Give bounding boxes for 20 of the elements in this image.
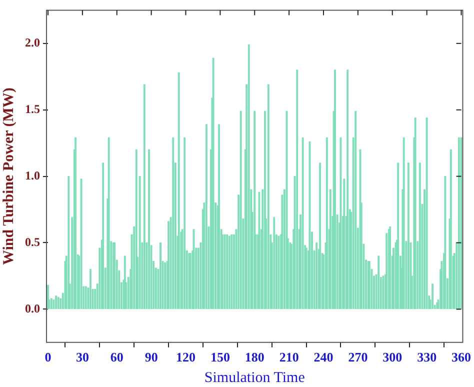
y-tick-label: 2.0 — [25, 36, 40, 50]
x-tick-label: 360 — [452, 350, 471, 365]
x-tick-label: 240 — [314, 350, 334, 365]
x-tick-label: 90 — [144, 350, 158, 365]
y-tick-label: 1.5 — [25, 102, 40, 116]
y-tick-label: 0.5 — [25, 234, 40, 249]
y-tick-label: 1.0 — [25, 168, 40, 182]
x-tick-label: 210 — [279, 350, 299, 365]
x-tick-label: 120 — [176, 350, 196, 365]
x-tick-label: 150 — [210, 350, 230, 365]
x-tick-label: 270 — [348, 350, 368, 365]
x-axis-title: Simulation Time — [204, 370, 306, 386]
x-tick-label: 300 — [382, 350, 402, 365]
y-axis-title: Wind Turbine Power (MW) — [0, 88, 17, 265]
x-tick-label: 0 — [44, 350, 52, 365]
x-tick-label: 30 — [76, 350, 89, 365]
y-tick-label: 0.0 — [25, 301, 40, 316]
x-tick-label: 60 — [110, 350, 124, 365]
x-tick-label: 180 — [244, 350, 264, 365]
x-tick-label: 330 — [417, 350, 437, 365]
